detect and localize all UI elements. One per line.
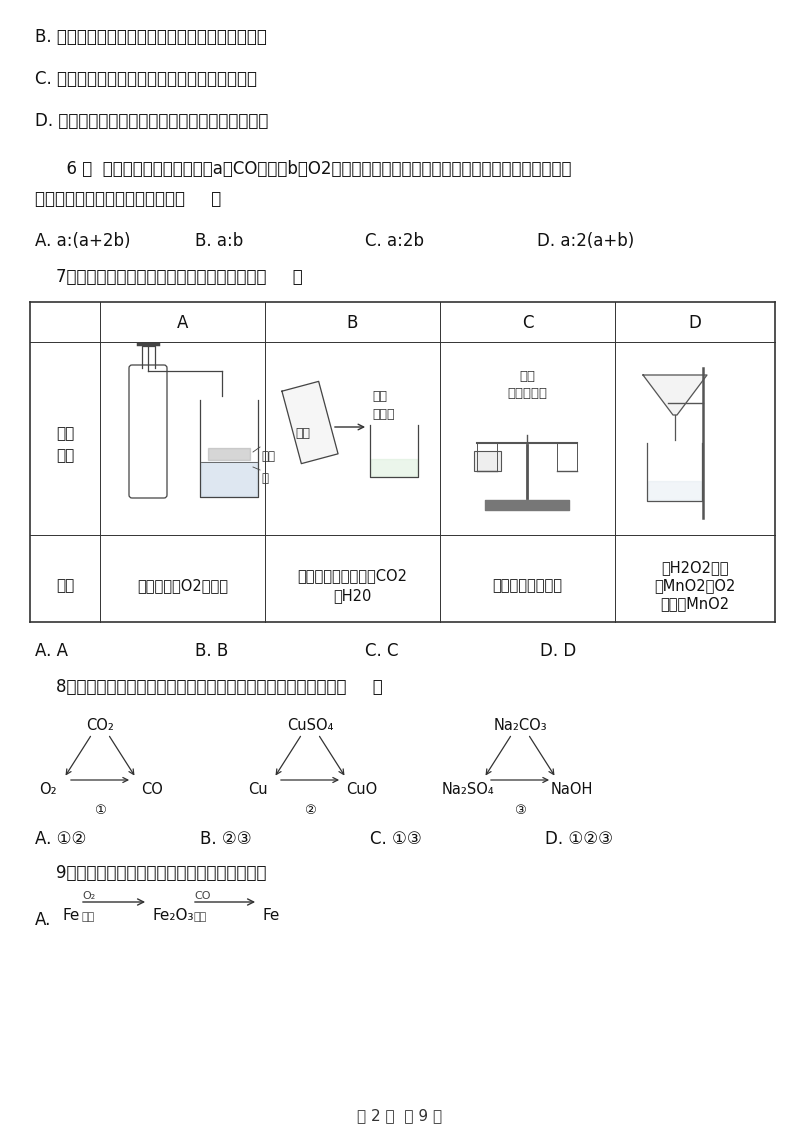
- Text: Fe: Fe: [62, 908, 79, 923]
- Text: B. ②③: B. ②③: [200, 830, 252, 848]
- Text: 测定空气中O2的含量: 测定空气中O2的含量: [137, 578, 228, 593]
- Text: NaOH: NaOH: [551, 782, 593, 797]
- Text: 用H2O2溶液: 用H2O2溶液: [662, 560, 729, 575]
- Text: 6 ．  在一个密闭容器里，充入a个CO分子和b个O2分子，在一定条件下，使其恰好完全反应，则反应后容: 6 ． 在一个密闭容器里，充入a个CO分子和b个O2分子，在一定条件下，使其恰好…: [35, 160, 571, 178]
- Text: 9．下列物质的转化在给定条件下均能实现的是: 9．下列物质的转化在给定条件下均能实现的是: [35, 864, 266, 882]
- Text: C. ①③: C. ①③: [370, 830, 422, 848]
- Text: ③: ③: [514, 804, 526, 817]
- Text: A. A: A. A: [35, 642, 68, 660]
- Text: D: D: [689, 314, 702, 332]
- Text: Fe: Fe: [262, 908, 279, 923]
- Text: Na₂SO₄: Na₂SO₄: [442, 782, 494, 797]
- Text: D. D: D. D: [540, 642, 576, 660]
- Text: Fe₂O₃: Fe₂O₃: [152, 908, 194, 923]
- Text: 和MnO2制O2: 和MnO2制O2: [654, 578, 736, 593]
- Text: CuSO₄: CuSO₄: [287, 718, 333, 734]
- Text: A: A: [177, 314, 188, 332]
- Text: A. ①②: A. ①②: [35, 830, 86, 848]
- Text: 验证某气体燃烧生成CO2: 验证某气体燃烧生成CO2: [298, 568, 407, 583]
- Text: 后回收MnO2: 后回收MnO2: [661, 597, 730, 611]
- Text: C: C: [522, 314, 534, 332]
- Text: 探究质量守恒定律: 探究质量守恒定律: [493, 578, 562, 593]
- Text: 8．下列各组变化中，每一转化在一定条件下均能一步实现的是（     ）: 8．下列各组变化中，每一转化在一定条件下均能一步实现的是（ ）: [35, 678, 382, 696]
- Text: C. a:2b: C. a:2b: [365, 232, 424, 250]
- Text: O₂: O₂: [39, 782, 57, 797]
- Text: 点燃: 点燃: [82, 912, 95, 921]
- Text: Cu: Cu: [248, 782, 268, 797]
- Text: B: B: [347, 314, 358, 332]
- Text: CO: CO: [141, 782, 163, 797]
- Text: 器中碳原子数和氧原子数之比为（     ）: 器中碳原子数和氧原子数之比为（ ）: [35, 190, 222, 208]
- Text: B. B: B. B: [195, 642, 228, 660]
- Text: 高温: 高温: [194, 912, 207, 921]
- Text: A. a:(a+2b): A. a:(a+2b): [35, 232, 130, 250]
- Text: D. 元素观：组成高锶酸钒和锶酸钒的元素种类相同: D. 元素观：组成高锶酸钒和锶酸钒的元素种类相同: [35, 112, 268, 130]
- Text: 方案: 方案: [56, 448, 74, 463]
- Text: CO: CO: [194, 891, 210, 901]
- Text: 7．下列实验方案，能达到相应实验目的的是（     ）: 7．下列实验方案，能达到相应实验目的的是（ ）: [35, 268, 302, 286]
- FancyBboxPatch shape: [474, 451, 501, 471]
- Text: 和H20: 和H20: [334, 589, 372, 603]
- Text: 第 2 页  共 9 页: 第 2 页 共 9 页: [358, 1108, 442, 1123]
- Polygon shape: [643, 375, 707, 415]
- Text: D. ①②③: D. ①②③: [545, 830, 613, 848]
- Text: O₂: O₂: [82, 891, 95, 901]
- Text: 实验: 实验: [56, 427, 74, 441]
- Text: D. a:2(a+b): D. a:2(a+b): [537, 232, 634, 250]
- Text: A.: A.: [35, 911, 51, 929]
- Text: 石灰水: 石灰水: [372, 408, 394, 421]
- Text: C. C: C. C: [365, 642, 398, 660]
- Text: 澄清: 澄清: [372, 391, 387, 403]
- Text: 气体: 气体: [295, 427, 310, 440]
- Text: 盐酸: 盐酸: [519, 370, 535, 383]
- Text: 水: 水: [261, 472, 268, 484]
- Text: ②: ②: [304, 804, 316, 817]
- Text: ①: ①: [94, 804, 106, 817]
- Text: B. 微粒观：保持氧气化学性质的最小粒子是氧分子: B. 微粒观：保持氧气化学性质的最小粒子是氧分子: [35, 28, 267, 46]
- Text: C. 转化观：农家肥料的腐熟包含物质的缓慢氧化: C. 转化观：农家肥料的腐熟包含物质的缓慢氧化: [35, 70, 257, 88]
- Text: 木炭: 木炭: [261, 451, 275, 463]
- Text: CuO: CuO: [346, 782, 378, 797]
- Text: CO₂: CO₂: [86, 718, 114, 734]
- Polygon shape: [282, 381, 338, 464]
- Text: 碳酸钠粉末: 碳酸钠粉末: [507, 387, 547, 400]
- Text: Na₂CO₃: Na₂CO₃: [493, 718, 547, 734]
- Text: B. a:b: B. a:b: [195, 232, 243, 250]
- Text: 目的: 目的: [56, 578, 74, 593]
